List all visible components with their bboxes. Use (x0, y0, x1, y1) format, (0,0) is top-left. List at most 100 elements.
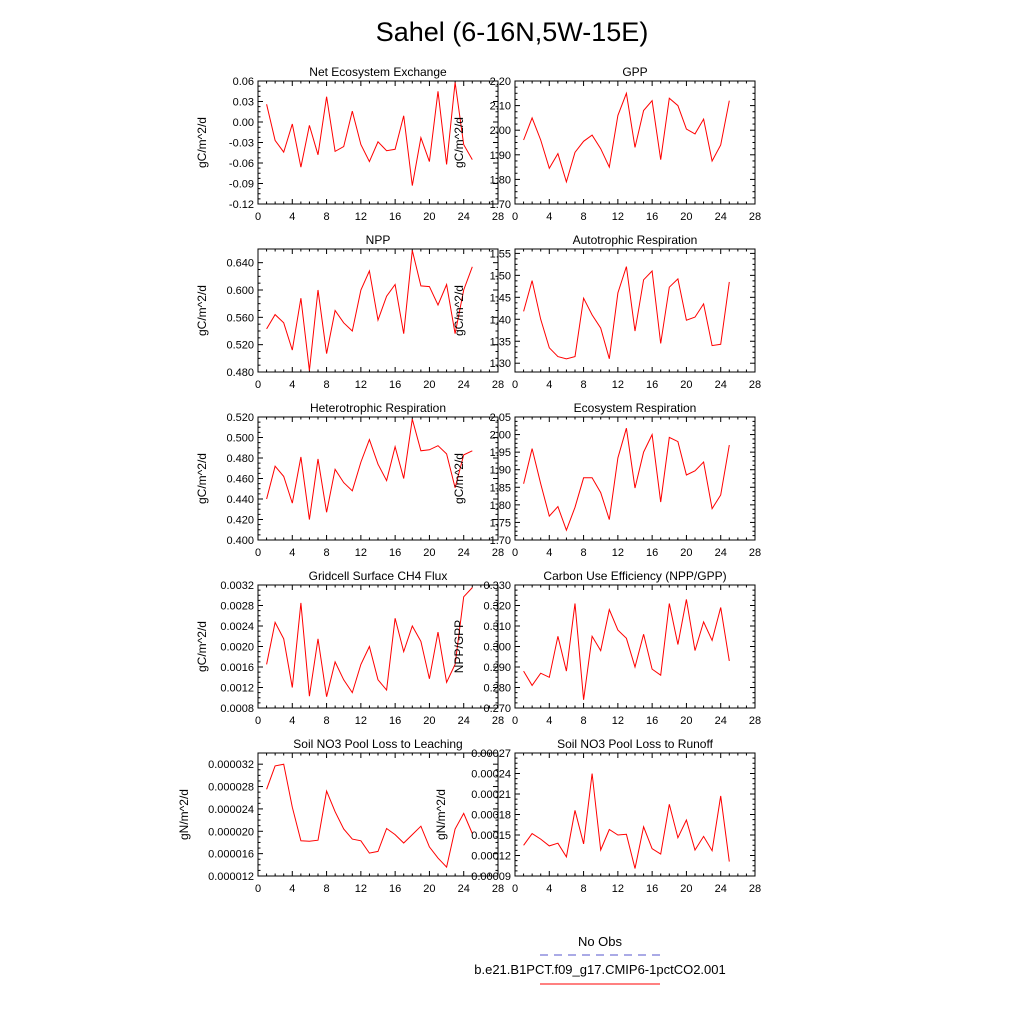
y-tick-label: 0.300 (483, 642, 511, 654)
x-tick-label: 4 (546, 883, 552, 895)
x-tick-label: 0 (512, 379, 518, 391)
x-tick-label: 12 (355, 379, 367, 391)
x-tick-label: 16 (646, 379, 658, 391)
y-tick-label: 0.280 (483, 683, 511, 695)
y-tick-label: 1.30 (490, 358, 511, 370)
y-tick-label: 1.35 (490, 336, 511, 348)
panel-title: Ecosystem Respiration (574, 401, 697, 415)
chart-panel-7: Carbon Use Efficiency (NPP/GPP) 0 4 8 12 16 20… (452, 569, 761, 727)
y-axis-label: gC/m^2/d (452, 285, 466, 336)
x-tick-label: 20 (423, 379, 435, 391)
y-tick-label: 0.000028 (208, 782, 254, 794)
x-tick-label: 20 (680, 715, 692, 727)
x-tick-label: 16 (389, 883, 401, 895)
x-tick-label: 24 (715, 883, 727, 895)
chart-panel-6: Gridcell Surface CH4 Flux 0 4 8 12 16 20 24 28 0.… (195, 569, 504, 727)
y-tick-label: 0.0028 (220, 601, 254, 613)
y-tick-label: 1.70 (490, 199, 511, 211)
y-tick-label: 0.0008 (220, 703, 254, 715)
y-tick-label: 0.06 (233, 76, 254, 88)
panel-title: NPP (366, 233, 391, 247)
y-tick-label: 0.00012 (471, 851, 511, 863)
x-tick-label: 12 (612, 715, 624, 727)
series-line (523, 91, 730, 184)
plot-frame (514, 248, 756, 373)
y-tick-label: 0.000016 (208, 849, 254, 861)
y-tick-label: 2.10 (490, 101, 511, 113)
x-tick-label: 0 (255, 715, 261, 727)
x-tick-label: 16 (646, 715, 658, 727)
x-tick-label: 12 (612, 547, 624, 559)
x-tick-label: 20 (423, 211, 435, 223)
x-tick-label: 0 (512, 211, 518, 223)
y-tick-label: 0.000024 (208, 804, 254, 816)
x-tick-label: 4 (546, 715, 552, 727)
y-tick-label: 0.0024 (220, 621, 254, 633)
x-tick-label: 0 (255, 883, 261, 895)
x-tick-label: 24 (458, 211, 470, 223)
y-axis-label: gC/m^2/d (452, 117, 466, 168)
panel-title: Soil NO3 Pool Loss to Runoff (557, 737, 714, 751)
x-tick-label: 4 (289, 379, 295, 391)
x-tick-label: 4 (289, 715, 295, 727)
series-line (266, 250, 473, 371)
x-tick-label: 4 (546, 211, 552, 223)
y-tick-label: 0.00018 (471, 810, 511, 822)
y-tick-label: 2.00 (490, 125, 511, 137)
y-tick-label: -0.09 (229, 179, 254, 191)
y-tick-label: 0.000020 (208, 826, 254, 838)
x-tick-label: 8 (581, 379, 587, 391)
y-axis-label: gN/m^2/d (434, 789, 448, 840)
y-axis-label: NPP/GPP (452, 620, 466, 673)
y-axis-label: gC/m^2/d (195, 285, 209, 336)
y-tick-label: 1.85 (490, 482, 511, 494)
y-tick-label: -0.12 (229, 199, 254, 211)
x-tick-label: 28 (749, 883, 761, 895)
x-tick-label: 0 (255, 379, 261, 391)
x-tick-label: 28 (492, 715, 504, 727)
chart-panel-9: Soil NO3 Pool Loss to Runoff 0 4 8 12 16 20 24 2… (434, 737, 761, 895)
x-tick-label: 16 (389, 379, 401, 391)
y-tick-label: 0.460 (226, 474, 254, 486)
x-tick-label: 24 (458, 715, 470, 727)
x-tick-label: 8 (324, 883, 330, 895)
y-tick-label: 0.00024 (471, 769, 511, 781)
panel-title: Soil NO3 Pool Loss to Leaching (293, 737, 462, 751)
y-axis-label: gC/m^2/d (195, 117, 209, 168)
y-tick-label: 0.400 (226, 535, 254, 547)
y-axis-label: gC/m^2/d (195, 453, 209, 504)
x-tick-label: 28 (749, 715, 761, 727)
y-tick-label: 1.80 (490, 500, 511, 512)
x-tick-label: 16 (389, 547, 401, 559)
chart-panel-0: Net Ecosystem Exchange 0 4 8 12 16 20 24 28 -0.12… (195, 65, 504, 223)
series-line (523, 266, 730, 360)
x-tick-label: 0 (255, 211, 261, 223)
series-line (523, 428, 730, 532)
y-tick-label: 0.320 (483, 601, 511, 613)
x-tick-label: 20 (423, 883, 435, 895)
y-axis-label: gC/m^2/d (195, 621, 209, 672)
y-tick-label: -0.06 (229, 158, 254, 170)
panel-title: Net Ecosystem Exchange (309, 65, 447, 79)
x-tick-label: 12 (355, 883, 367, 895)
x-tick-label: 24 (715, 547, 727, 559)
y-axis-label: gC/m^2/d (452, 453, 466, 504)
y-tick-label: 1.50 (490, 270, 511, 282)
y-tick-label: 0.520 (226, 412, 254, 424)
series-line (523, 599, 730, 700)
x-tick-label: 20 (423, 715, 435, 727)
y-tick-label: -0.03 (229, 138, 254, 150)
plot-frame (514, 752, 756, 877)
y-tick-label: 0.520 (226, 340, 254, 352)
x-tick-label: 12 (612, 883, 624, 895)
y-tick-label: 0.500 (226, 433, 254, 445)
y-tick-label: 0.640 (226, 258, 254, 270)
y-tick-label: 0.560 (226, 312, 254, 324)
x-tick-label: 4 (289, 883, 295, 895)
x-tick-label: 8 (581, 883, 587, 895)
x-tick-label: 20 (680, 379, 692, 391)
x-tick-label: 8 (324, 715, 330, 727)
x-tick-label: 24 (715, 379, 727, 391)
y-tick-label: 1.90 (490, 465, 511, 477)
legend: No Obs b.e21.B1PCT.f09_g17.CMIP6-1pctCO2… (474, 934, 726, 985)
